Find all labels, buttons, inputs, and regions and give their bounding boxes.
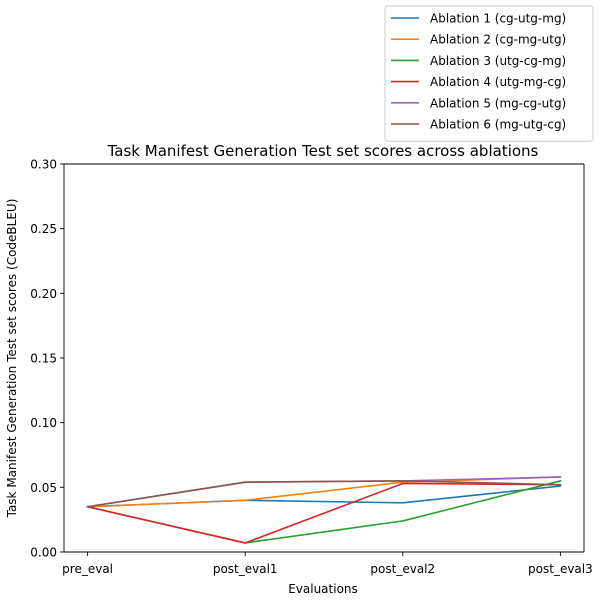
y-tick-label: 0.05 [30,481,57,495]
x-tick-label: post_eval1 [213,562,278,576]
chart-title: Task Manifest Generation Test set scores… [107,142,539,160]
y-tick-label: 0.00 [30,546,57,560]
y-tick-label: 0.15 [30,352,57,366]
x-axis-label: Evaluations [288,582,358,596]
legend-label-6: Ablation 6 (mg-utg-cg) [430,118,566,132]
plot-area [64,164,584,552]
x-tick-label: post_eval2 [370,562,435,576]
series-line-4 [86,482,562,544]
legend-label-1: Ablation 1 (cg-utg-mg) [430,12,566,26]
x-tick-label: post_eval3 [528,562,593,576]
legend-label-4: Ablation 4 (utg-mg-cg) [430,75,566,89]
series-layer [86,476,562,544]
y-tick-label: 0.30 [30,158,57,172]
axes: pre_eval post_eval1 post_eval2 post_eval3 0.… [30,158,592,577]
y-tick-label: 0.20 [30,287,57,301]
series-line-6 [86,480,562,508]
y-tick-label: 0.25 [30,222,57,236]
legend-label-5: Ablation 5 (mg-cg-utg) [430,96,566,110]
legend: Ablation 1 (cg-utg-mg) Ablation 2 (cg-mg-… [384,5,594,142]
y-tick-label: 0.10 [30,416,57,430]
legend-frame [384,5,594,142]
legend-label-2: Ablation 2 (cg-mg-utg) [430,33,566,47]
plot-background [64,164,584,552]
y-axis-label: Task Manifest Generation Test set scores… [5,199,19,519]
legend-label-3: Ablation 3 (utg-cg-mg) [430,54,566,68]
x-tick-label: pre_eval [62,562,113,576]
